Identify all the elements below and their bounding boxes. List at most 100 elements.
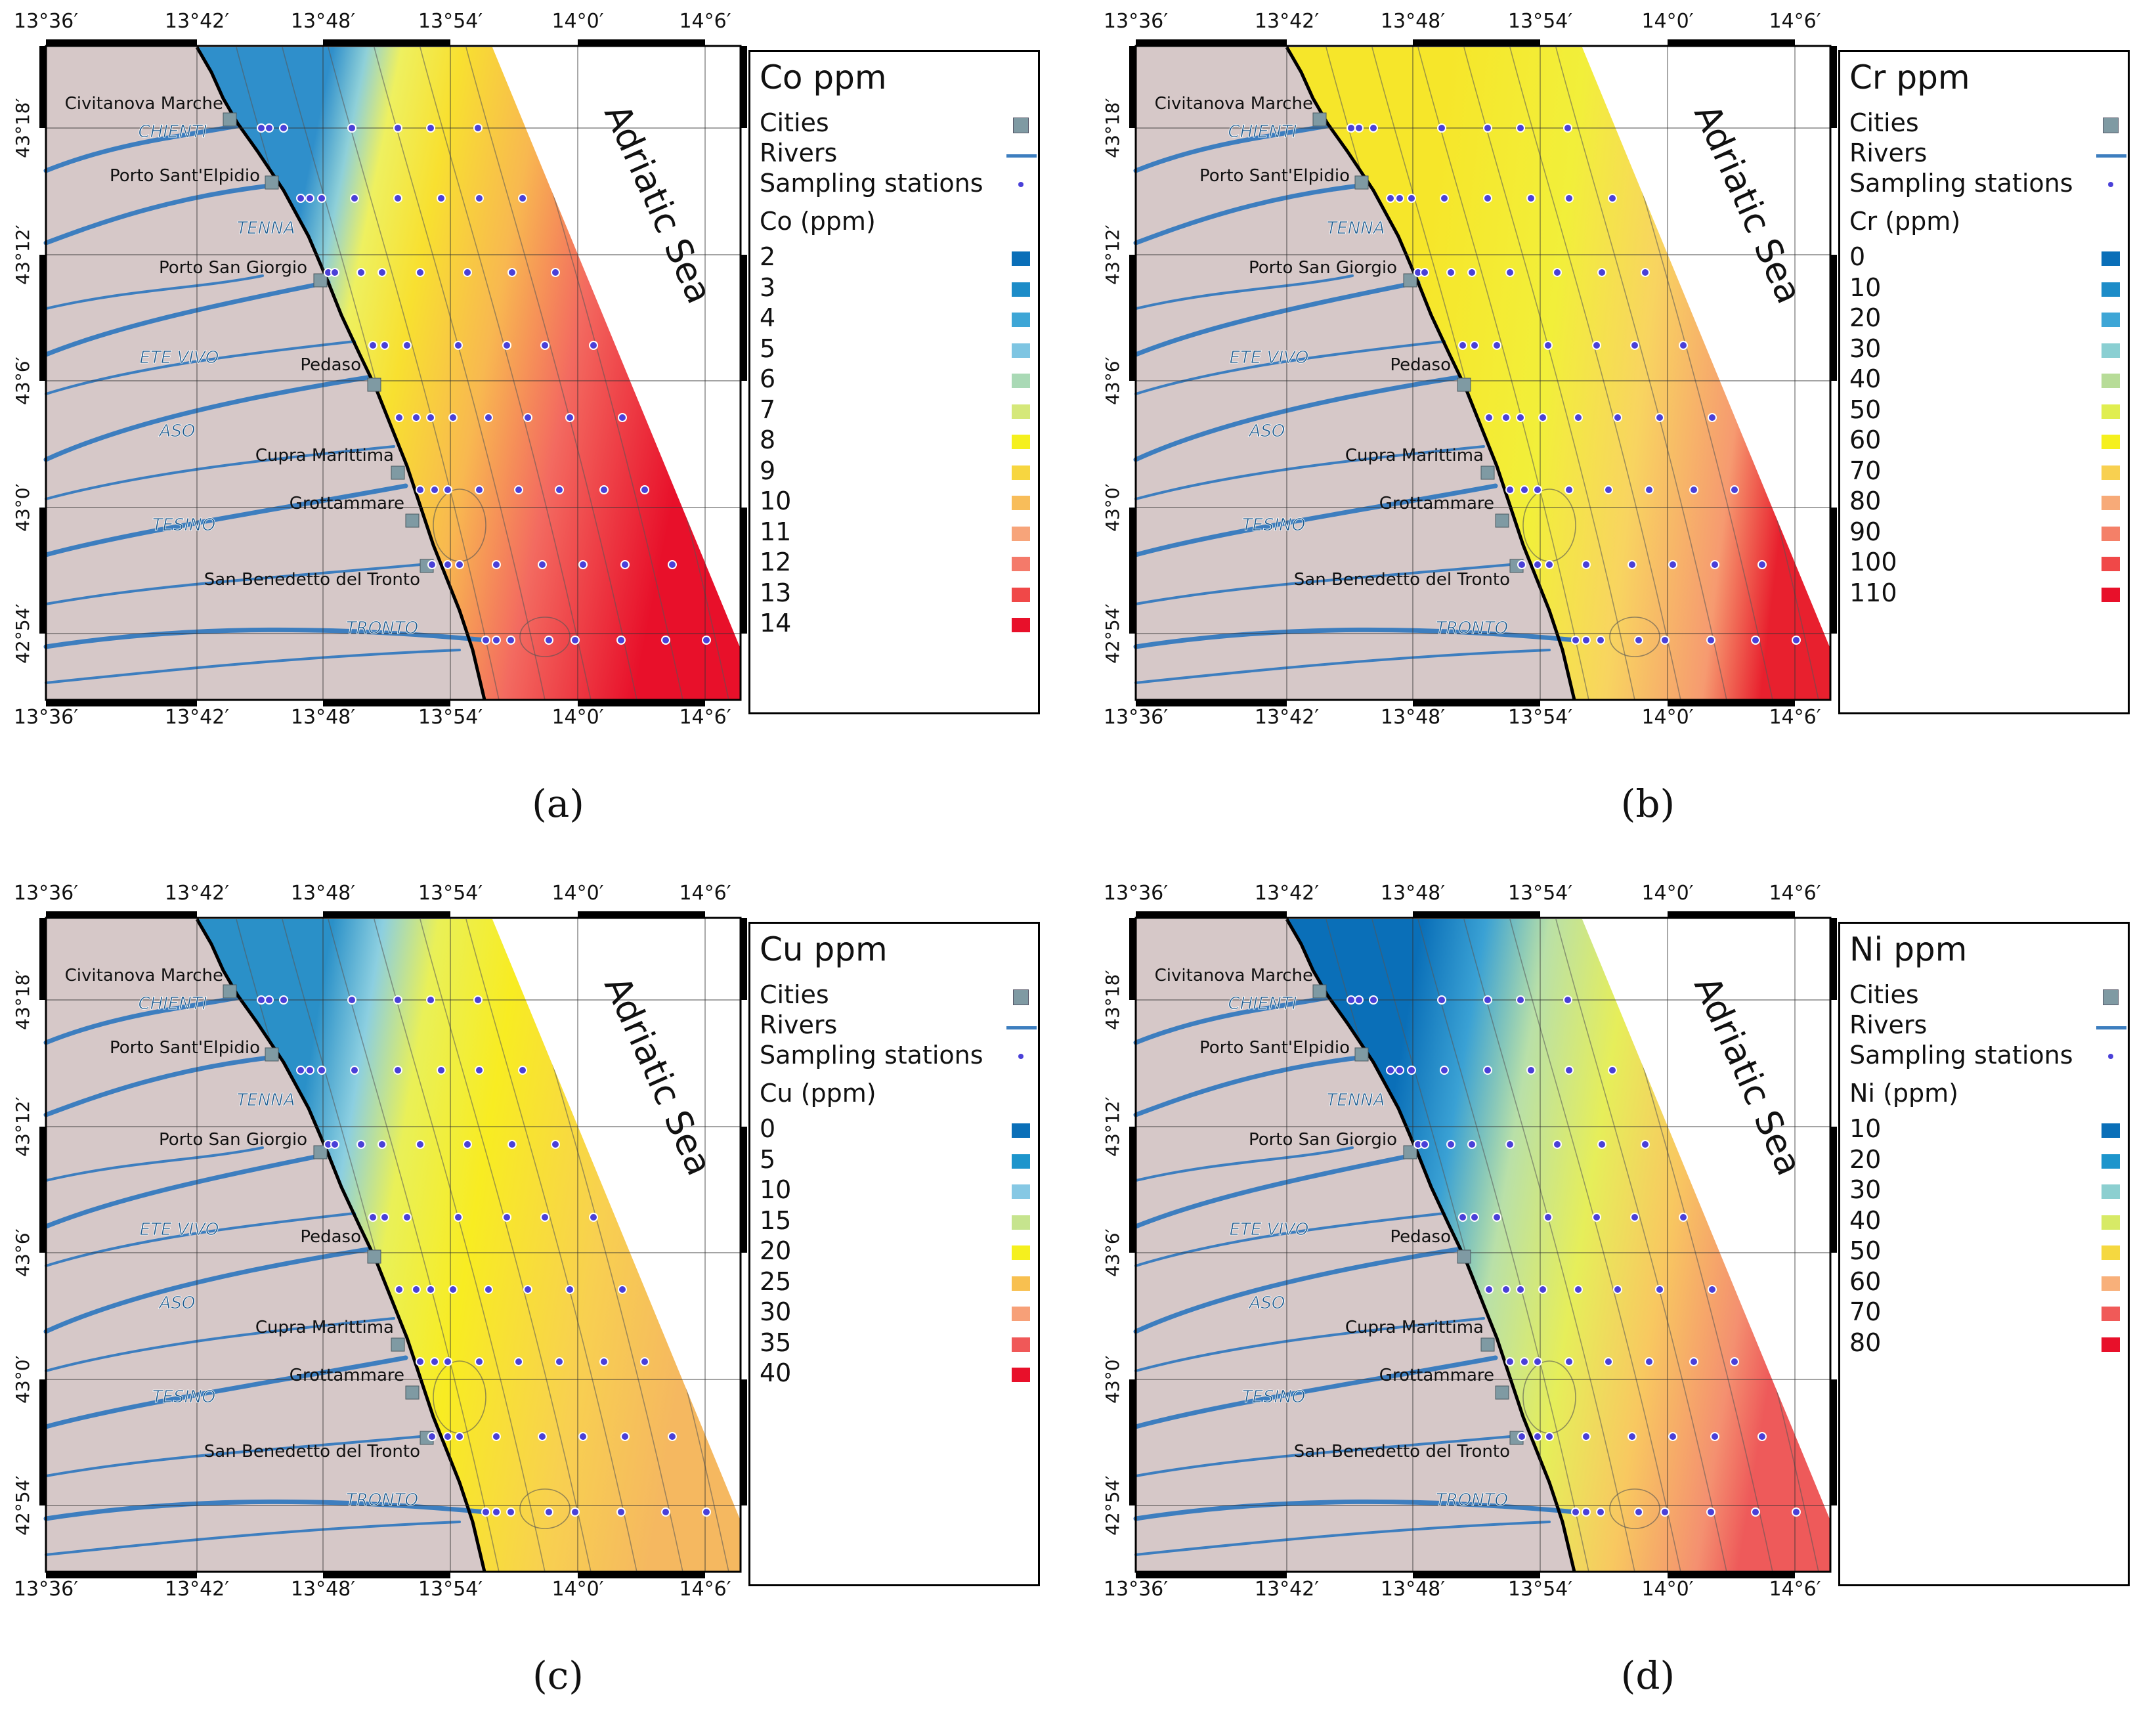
sampling-station <box>1660 1507 1670 1517</box>
legend-level-label: 9 <box>760 456 776 485</box>
sampling-station <box>1706 636 1715 645</box>
river-line <box>1133 1054 1367 1117</box>
city-marker <box>1403 273 1417 288</box>
sampling-station <box>1608 1066 1617 1075</box>
concentration-field <box>197 47 741 700</box>
map-panel-b: 13°36′ 13°36′ 13°42′ 13°42′ 13°48′ 13°48′ 13°5… <box>1090 0 2156 860</box>
sampling-station <box>1668 560 1677 569</box>
sampling-station <box>620 1432 630 1441</box>
sampling-station <box>484 413 493 422</box>
sampling-station <box>1645 485 1654 494</box>
sampling-station <box>1467 1140 1477 1149</box>
sampling-station <box>502 341 511 350</box>
sampling-station <box>473 123 483 133</box>
city-label: Civitanova Marche <box>1155 966 1313 985</box>
sampling-station <box>578 1432 588 1441</box>
river-line <box>1134 649 1551 684</box>
coastline <box>1285 918 1576 1572</box>
legend-color-swatch <box>2102 1184 2120 1199</box>
river-line <box>1133 1355 1498 1429</box>
frame-ticks <box>39 39 747 706</box>
panel-caption: (b) <box>1620 781 1675 826</box>
map-legend: Ni ppm Cities Rivers Sampling stations Ni (p… <box>1838 922 2130 1586</box>
sampling-station <box>330 268 339 277</box>
sampling-station <box>395 1285 404 1294</box>
lon-tick-label-top: 14°6′ <box>1769 10 1821 33</box>
legend-level-label: 12 <box>760 548 792 576</box>
sampling-station <box>416 1140 425 1149</box>
legend-level-label: 60 <box>1849 425 1882 454</box>
lon-tick-label-top: 13°48′ <box>1381 882 1445 905</box>
lon-tick-label-top: 14°6′ <box>1769 882 1821 905</box>
sampling-station <box>551 268 560 277</box>
legend-stations-label: Sampling stations <box>760 1041 983 1070</box>
legend-color-swatch <box>1012 1245 1030 1260</box>
lon-tick-label-top: 13°54′ <box>1508 882 1572 905</box>
river-line <box>1133 183 1367 246</box>
sampling-station <box>1395 194 1404 203</box>
river-line <box>43 280 331 357</box>
lon-tick-label-bottom: 14°6′ <box>1769 1578 1821 1601</box>
sampling-station <box>1395 1066 1404 1075</box>
sampling-station <box>1553 1140 1562 1149</box>
sampling-station <box>1483 123 1492 133</box>
concentration-field <box>197 919 741 1572</box>
lat-tick-label: 43°0′ <box>1102 483 1123 532</box>
river-line <box>1134 1317 1485 1372</box>
river-label: ASO <box>1248 1293 1285 1313</box>
city-square-icon <box>2103 989 2119 1005</box>
legend-level-label: 14 <box>760 609 792 638</box>
lat-tick-label: 43°18′ <box>1102 970 1123 1030</box>
river-label: ETE VIVO <box>1230 1220 1309 1240</box>
station-dot-icon <box>2108 182 2113 187</box>
sampling-station <box>1628 1432 1637 1441</box>
sampling-station <box>523 1285 532 1294</box>
legend-color-swatch <box>2102 1276 2120 1291</box>
lon-tick-label-top: 13°48′ <box>291 10 355 33</box>
lon-tick-label-top: 13°48′ <box>291 882 355 905</box>
river-label: ETE VIVO <box>1230 348 1309 368</box>
legend-color-swatch <box>1012 526 1030 541</box>
sampling-station <box>1483 1066 1492 1075</box>
sampling-station <box>1574 413 1583 422</box>
sampling-station <box>481 1507 490 1517</box>
sampling-station <box>1420 1140 1429 1149</box>
legend-color-swatch <box>1012 1215 1030 1230</box>
sampling-station <box>1792 1507 1801 1517</box>
coastline <box>195 46 486 701</box>
sampling-station <box>1634 1507 1643 1517</box>
sampling-station <box>1440 194 1449 203</box>
lon-tick-label-bottom: 13°54′ <box>1508 706 1572 729</box>
lon-tick-label-bottom: 14°6′ <box>679 1578 731 1601</box>
sampling-station <box>412 1285 421 1294</box>
river-label: TRONTO <box>346 1490 418 1510</box>
sampling-station <box>1458 341 1467 350</box>
legend-cities-label: Cities <box>1849 980 1919 1009</box>
sampling-station <box>1533 560 1542 569</box>
sampling-station <box>1679 1213 1688 1222</box>
lon-tick-label-top: 14°6′ <box>679 882 731 905</box>
legend-color-swatch <box>1012 1123 1030 1138</box>
city-label: Porto Sant'Elpidio <box>110 166 260 186</box>
sampling-station <box>1470 341 1479 350</box>
lon-tick-label-bottom: 13°36′ <box>14 706 78 729</box>
sampling-station <box>1517 560 1526 569</box>
river-line <box>1133 1152 1421 1229</box>
sampling-station <box>430 1357 439 1366</box>
legend-title: Co ppm <box>760 58 887 97</box>
sampling-station <box>661 1507 670 1517</box>
city-label: Grottammare <box>290 494 404 513</box>
sampling-station <box>481 636 490 645</box>
sampling-station <box>1563 995 1572 1005</box>
sampling-station <box>265 123 274 133</box>
sampling-station <box>454 1213 463 1222</box>
lon-tick-label-top: 13°42′ <box>165 882 229 905</box>
sampling-station <box>1571 636 1580 645</box>
sampling-station <box>544 1507 553 1517</box>
city-marker <box>1495 1385 1509 1400</box>
city-label: Grottammare <box>1379 494 1494 513</box>
sampling-station <box>702 636 711 645</box>
sampling-station <box>305 1066 314 1075</box>
sampling-station <box>1533 1357 1542 1366</box>
sampling-station <box>502 1213 511 1222</box>
